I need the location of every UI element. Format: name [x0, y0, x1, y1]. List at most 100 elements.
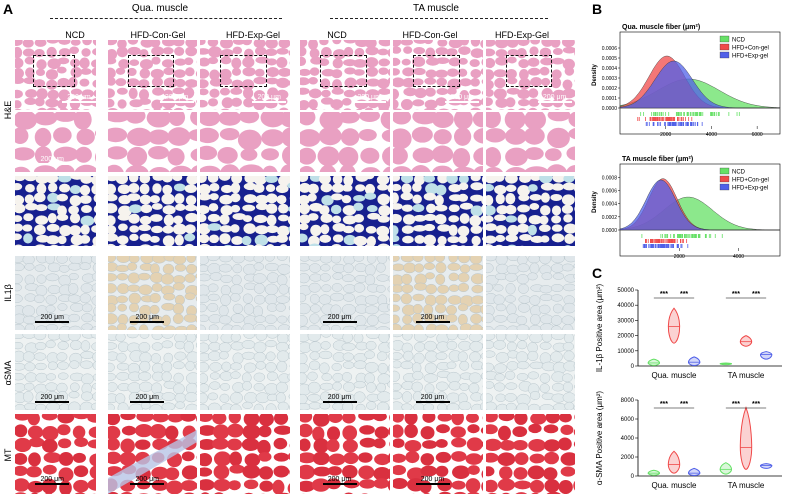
- violin-2: [688, 356, 701, 367]
- y-tick-label: 6000: [621, 417, 635, 423]
- panel-b-label: B: [592, 1, 603, 17]
- legend-label: HFD+Exp-gel: [732, 54, 768, 60]
- density-chart-ta: TA muscle fiber (μm²) 0.0000 0.0002 0.0004 0…: [592, 156, 781, 260]
- scale-bar: 200 μm: [130, 476, 165, 485]
- tile-sma-con-qua: [108, 334, 197, 410]
- legend-label: HFD+Con-gel: [732, 46, 769, 52]
- density-series-2: [619, 60, 780, 109]
- scale-bar: 200 μm: [252, 94, 287, 103]
- tile-lux-con-ta: [393, 176, 483, 246]
- x-category-label: Qua. muscle: [652, 371, 697, 380]
- y-tick-label: 30000: [617, 318, 634, 324]
- legend-swatch: [719, 183, 730, 191]
- legend-swatch: [719, 35, 730, 43]
- scale-bar: 200 μm: [322, 394, 357, 403]
- roi-box: [219, 55, 267, 87]
- scale-bar-line: [35, 401, 70, 403]
- x-category-label: TA muscle: [728, 481, 765, 490]
- tile-sma-exp-qua: [200, 334, 290, 410]
- histology-grid: 200 μm 200 μm 200 μm 200 μm 200 μm 200 μm 200 …: [15, 40, 575, 494]
- scale-bar-label: 200 μm: [450, 94, 474, 101]
- legend-swatch: [719, 167, 730, 175]
- scale-bar-label: 200 μm: [327, 476, 352, 483]
- tile-sma-ncd-ta: [300, 334, 390, 410]
- scale-bar: 200 μm: [415, 476, 450, 485]
- tile-he2-con-qua: [108, 112, 197, 172]
- scale-bar-label: 200 μm: [542, 94, 567, 101]
- chart-title: TA muscle fiber (μm²): [622, 156, 693, 163]
- scale-bar-label: 200 μm: [40, 394, 65, 401]
- y-tick-label: 0.0005: [602, 56, 618, 62]
- tile-mt-ncd-ta: [300, 414, 390, 494]
- scale-bar-line: [130, 483, 165, 485]
- x-tick-label: 6000: [752, 132, 763, 138]
- tile-mt-exp-qua: [200, 414, 290, 494]
- tile-lux-ncd-qua: [15, 176, 96, 246]
- scale-bar-line: [322, 483, 357, 485]
- col-header-exp-qua: HFD-Exp-Gel: [225, 30, 280, 40]
- violin-0: [719, 462, 732, 475]
- violin-chart-il1b: 0 10000 20000 30000 40000 50000 IL-1β Positive…: [595, 283, 782, 380]
- tile-il-ncd-qua: [15, 256, 96, 330]
- tile-il-con-ta: [393, 256, 483, 330]
- violin-chart-asma: 0 2000 4000 6000 8000 α-SMA Positive area (μm…: [595, 391, 782, 490]
- scale-bar: 200 μm: [322, 314, 357, 323]
- tile-mt-exp-ta: [486, 414, 575, 494]
- tile-mt-con-qua: [108, 414, 197, 494]
- y-tick-label: 0.0003: [602, 76, 618, 82]
- scale-bar: 200 μm: [35, 394, 70, 403]
- scale-bar-label: 200 μm: [420, 476, 445, 483]
- significance-label: ***: [752, 291, 760, 298]
- scale-bar: 200 μm: [537, 94, 572, 103]
- violin-2: [760, 463, 773, 469]
- tile-il-exp-qua: [200, 256, 290, 330]
- tile-il-con-qua: [108, 256, 197, 330]
- y-axis-label: IL-1β Positive area (μm²): [595, 283, 604, 372]
- y-tick-label: 4000: [621, 436, 635, 442]
- plot-frame: [619, 163, 781, 257]
- scale-bar-line: [415, 401, 450, 403]
- scale-bar: 200 μm: [130, 394, 165, 403]
- violin-1: [739, 406, 753, 470]
- scale-bar-label: 200 μm: [257, 94, 281, 101]
- chart-title: Qua. muscle fiber (μm²): [622, 24, 700, 31]
- y-tick-label: 2000: [621, 455, 635, 461]
- scale-bar-line: [130, 321, 165, 323]
- roi-box: [505, 55, 553, 87]
- scale-bar-label: 200 μm: [135, 476, 160, 483]
- scale-bar-line: [322, 401, 357, 403]
- x-category-label: TA muscle: [728, 371, 765, 380]
- violin-2: [760, 351, 773, 360]
- scale-bar: 200 μm: [415, 314, 450, 323]
- scale-bar-label: 200 μm: [40, 476, 65, 483]
- y-tick-label: 20000: [617, 334, 634, 340]
- legend-label: HFD+Con-gel: [732, 178, 769, 184]
- group-divider-qua: [50, 18, 282, 19]
- scale-bar: 200 μm: [415, 394, 450, 403]
- tile-he-ncd-qua: [15, 40, 96, 110]
- tile-il-ncd-ta: [300, 256, 390, 330]
- significance-label: ***: [732, 401, 740, 408]
- scale-bar: 200 μm: [322, 476, 357, 485]
- plot-frame: [619, 31, 781, 135]
- col-header-con-ta: HFD-Con-Gel: [402, 30, 458, 40]
- y-tick-label: 0.0002: [602, 86, 618, 92]
- col-header-exp-ta: HFD-Exp-Gel: [494, 30, 549, 40]
- col-header-ncd-qua: NCD: [65, 30, 85, 40]
- y-tick-label: 0.0006: [602, 46, 618, 52]
- significance-label: ***: [732, 291, 740, 298]
- tile-he2-exp-qua: [200, 112, 290, 172]
- violin-0: [647, 358, 660, 366]
- col-header-ncd-ta: NCD: [327, 30, 347, 40]
- legend-label: NCD: [732, 170, 746, 176]
- y-tick-label: 0.0000: [602, 106, 618, 112]
- density-series-2: [619, 179, 780, 231]
- scale-bar-line: [322, 321, 357, 323]
- scale-bar: 200 μm: [159, 94, 194, 103]
- scale-bar-label: 200 μm: [40, 314, 65, 321]
- roi-box: [127, 55, 175, 87]
- significance-label: ***: [680, 291, 688, 298]
- roi-box: [412, 55, 460, 87]
- scale-bar-label: 200 μm: [420, 394, 445, 401]
- scale-bar: 200 μm: [35, 314, 70, 323]
